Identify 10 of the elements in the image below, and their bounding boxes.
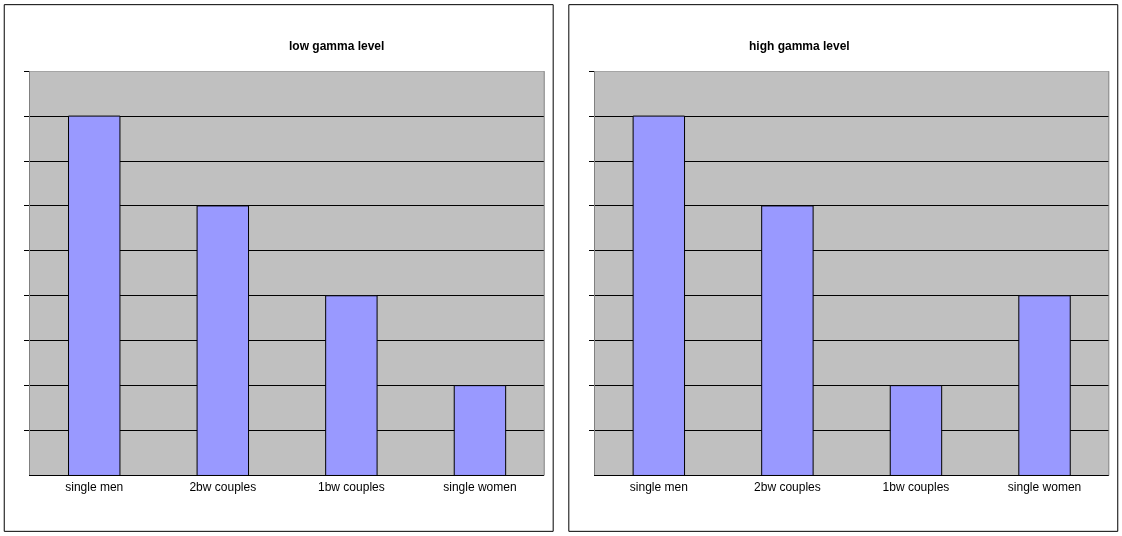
chart-title: low gamma level xyxy=(289,39,385,53)
x-tick-label: 2bw couples xyxy=(189,479,257,494)
chart-title: high gamma level xyxy=(749,39,850,53)
x-tick-label: 1bw couples xyxy=(318,479,385,494)
x-tick-label: 1bw couples xyxy=(882,479,950,494)
x-tick-label: single men xyxy=(629,479,688,494)
x-tick-label: single women xyxy=(1007,479,1082,494)
x-tick-label: single women xyxy=(443,479,517,494)
x-tick-label: single men xyxy=(65,479,124,494)
x-tick-label: 2bw couples xyxy=(754,479,821,494)
